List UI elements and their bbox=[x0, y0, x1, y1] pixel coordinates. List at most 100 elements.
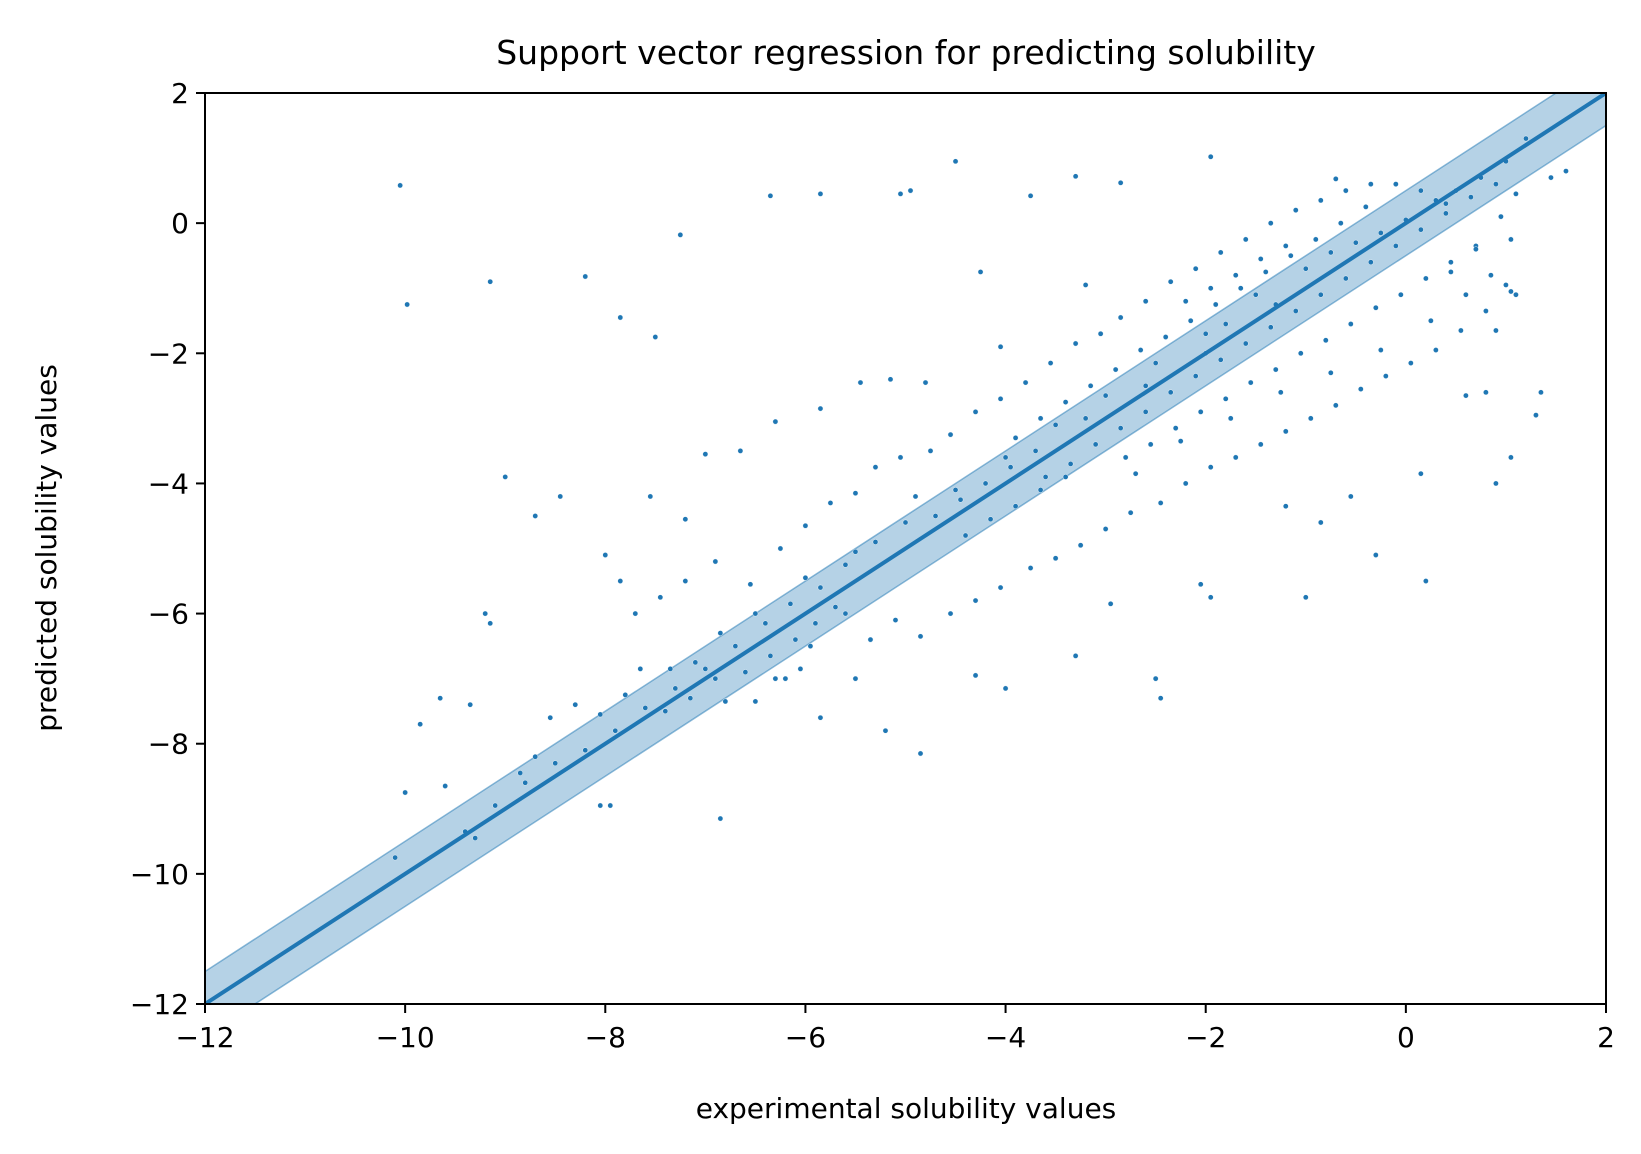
x-tick-label: −4 bbox=[985, 1021, 1026, 1054]
data-point bbox=[1102, 392, 1109, 399]
data-point bbox=[1307, 415, 1314, 422]
data-point bbox=[1132, 470, 1139, 477]
data-point bbox=[657, 594, 664, 601]
data-point bbox=[642, 705, 649, 711]
data-point bbox=[517, 770, 524, 776]
data-point bbox=[397, 182, 403, 189]
data-point bbox=[552, 760, 559, 767]
data-point bbox=[522, 779, 529, 786]
data-point bbox=[442, 783, 448, 789]
data-point bbox=[1493, 480, 1499, 487]
data-point bbox=[1373, 304, 1379, 311]
data-point bbox=[1488, 272, 1494, 279]
data-point bbox=[752, 698, 759, 705]
data-point bbox=[717, 630, 724, 636]
data-point bbox=[1463, 291, 1469, 298]
data-point bbox=[652, 334, 659, 340]
x-tick-label: 0 bbox=[1397, 1021, 1415, 1054]
data-point bbox=[482, 610, 489, 617]
data-point bbox=[962, 532, 969, 539]
data-point bbox=[1157, 695, 1164, 701]
data-point bbox=[467, 701, 473, 708]
data-point bbox=[1378, 230, 1384, 236]
data-point bbox=[1007, 464, 1014, 470]
data-point bbox=[1508, 288, 1514, 295]
x-tick-label: −12 bbox=[175, 1021, 234, 1054]
data-point bbox=[1267, 324, 1274, 331]
data-point bbox=[1137, 347, 1144, 353]
data-point bbox=[1232, 454, 1239, 461]
data-point bbox=[1493, 181, 1499, 187]
data-point bbox=[1513, 291, 1519, 298]
data-point bbox=[817, 405, 824, 412]
data-point bbox=[1222, 321, 1229, 327]
data-point bbox=[1192, 265, 1199, 272]
data-point bbox=[1428, 317, 1434, 324]
data-point bbox=[597, 711, 604, 718]
data-point bbox=[722, 698, 729, 705]
data-point bbox=[732, 643, 739, 649]
data-point bbox=[1523, 135, 1529, 142]
data-point bbox=[802, 574, 809, 581]
data-point bbox=[932, 513, 939, 519]
data-point bbox=[1227, 415, 1234, 422]
data-point bbox=[1217, 356, 1224, 363]
data-point bbox=[1182, 480, 1189, 487]
data-point bbox=[1052, 555, 1059, 562]
data-point bbox=[617, 314, 624, 321]
data-point bbox=[1207, 285, 1214, 292]
data-point bbox=[1177, 438, 1184, 444]
x-tick-label: −8 bbox=[585, 1021, 626, 1054]
data-point bbox=[532, 513, 539, 519]
data-point bbox=[747, 581, 754, 588]
y-axis: −12 −10 −8 −6 −4 −2 0 2 bbox=[130, 77, 205, 1021]
data-point bbox=[1087, 383, 1094, 389]
data-point bbox=[1448, 259, 1454, 265]
data-point bbox=[1343, 187, 1349, 194]
data-point bbox=[602, 552, 609, 558]
y-tick-label: −8 bbox=[148, 728, 189, 761]
data-point bbox=[922, 379, 929, 386]
data-point bbox=[1082, 415, 1089, 422]
data-point bbox=[767, 193, 774, 199]
data-point bbox=[622, 692, 629, 698]
data-point bbox=[1002, 685, 1009, 692]
data-point bbox=[1328, 249, 1334, 256]
data-point bbox=[982, 480, 989, 487]
data-point bbox=[682, 516, 689, 523]
data-point bbox=[1102, 526, 1109, 532]
y-tick-label: −4 bbox=[148, 467, 189, 500]
data-point bbox=[917, 633, 924, 640]
data-point bbox=[1077, 542, 1084, 549]
y-tick-label: 0 bbox=[171, 207, 189, 240]
data-point bbox=[947, 431, 954, 438]
x-tick-label: 2 bbox=[1597, 1021, 1615, 1054]
data-point bbox=[1067, 461, 1074, 467]
data-point bbox=[912, 493, 919, 500]
data-point bbox=[1012, 435, 1019, 441]
data-point bbox=[852, 490, 859, 496]
data-point bbox=[827, 500, 834, 506]
data-point bbox=[1433, 347, 1439, 353]
data-point bbox=[1328, 370, 1334, 376]
data-point bbox=[1297, 350, 1304, 357]
data-point bbox=[1207, 153, 1214, 160]
data-point bbox=[812, 620, 819, 627]
data-point bbox=[687, 695, 694, 701]
data-point bbox=[907, 187, 914, 194]
data-point bbox=[742, 669, 749, 675]
data-point bbox=[1448, 269, 1454, 275]
data-point bbox=[1037, 487, 1044, 493]
data-point bbox=[1533, 412, 1539, 418]
data-point bbox=[857, 379, 864, 386]
data-point bbox=[957, 496, 964, 503]
data-point bbox=[1398, 291, 1404, 298]
data-point bbox=[717, 815, 724, 822]
data-point bbox=[702, 451, 709, 457]
data-point bbox=[1483, 308, 1489, 314]
data-point bbox=[632, 610, 639, 617]
data-point bbox=[1162, 334, 1169, 340]
data-point bbox=[1217, 249, 1224, 256]
data-point bbox=[702, 666, 709, 672]
